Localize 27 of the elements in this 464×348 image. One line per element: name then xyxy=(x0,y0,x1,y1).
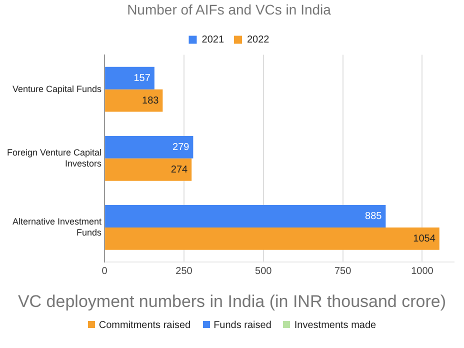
x-tick-label: 250 xyxy=(176,266,193,277)
data-label: 1054 xyxy=(413,233,436,244)
data-label: 157 xyxy=(134,72,151,84)
data-label: 279 xyxy=(172,142,190,153)
bar xyxy=(105,227,440,250)
bar xyxy=(105,205,386,228)
y-tick-label: Alternative Investment Funds xyxy=(12,216,102,238)
legend-label: 2021 xyxy=(202,34,224,46)
bar xyxy=(105,66,154,90)
x-tick-label: 0 xyxy=(102,266,108,277)
x-tick-label: 500 xyxy=(255,266,272,277)
data-label: 274 xyxy=(170,164,188,176)
data-label: 183 xyxy=(142,95,160,106)
legend-label: Investments made xyxy=(293,320,376,331)
legend-label: 2022 xyxy=(247,34,270,46)
legend-label: Commitments raised xyxy=(98,320,191,331)
chart-title: Number of AIFs and VCs in India xyxy=(127,1,332,18)
legend-label: Funds raised xyxy=(212,320,272,331)
text: VC deployment numbers in India (in INR thousand crore) xyxy=(16,291,448,312)
bar xyxy=(105,158,192,181)
bar xyxy=(105,89,163,112)
y-tick-label: Foreign Venture Capital Investors xyxy=(6,147,102,168)
x-tick-label: 1000 xyxy=(411,266,434,277)
x-tick-label: 750 xyxy=(334,266,352,277)
bar xyxy=(105,136,194,158)
y-tick-label: Venture Capital Funds xyxy=(12,84,102,94)
data-label: 885 xyxy=(365,210,382,222)
